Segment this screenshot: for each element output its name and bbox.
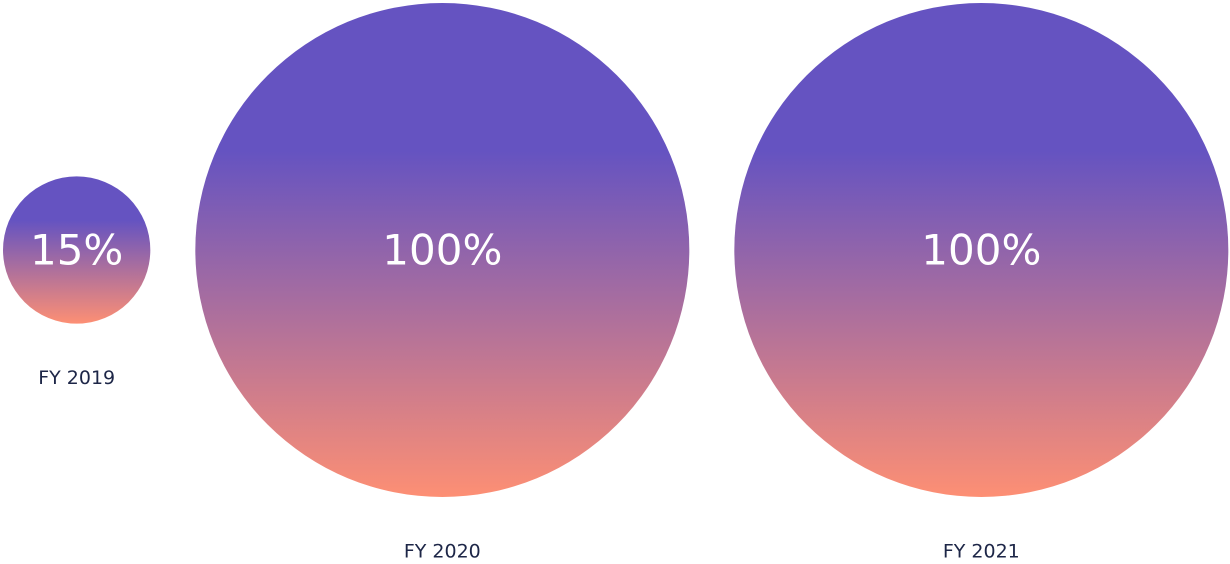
value-label: 100% — [382, 226, 502, 275]
bubble — [195, 3, 690, 497]
bubble — [3, 176, 151, 324]
category-label: FY 2020 — [404, 541, 481, 563]
value-label: 100% — [921, 226, 1041, 275]
value-label: 15% — [30, 226, 123, 275]
category-label: FY 2021 — [943, 541, 1020, 563]
category-label: FY 2019 — [38, 367, 115, 389]
bubble — [734, 3, 1229, 497]
